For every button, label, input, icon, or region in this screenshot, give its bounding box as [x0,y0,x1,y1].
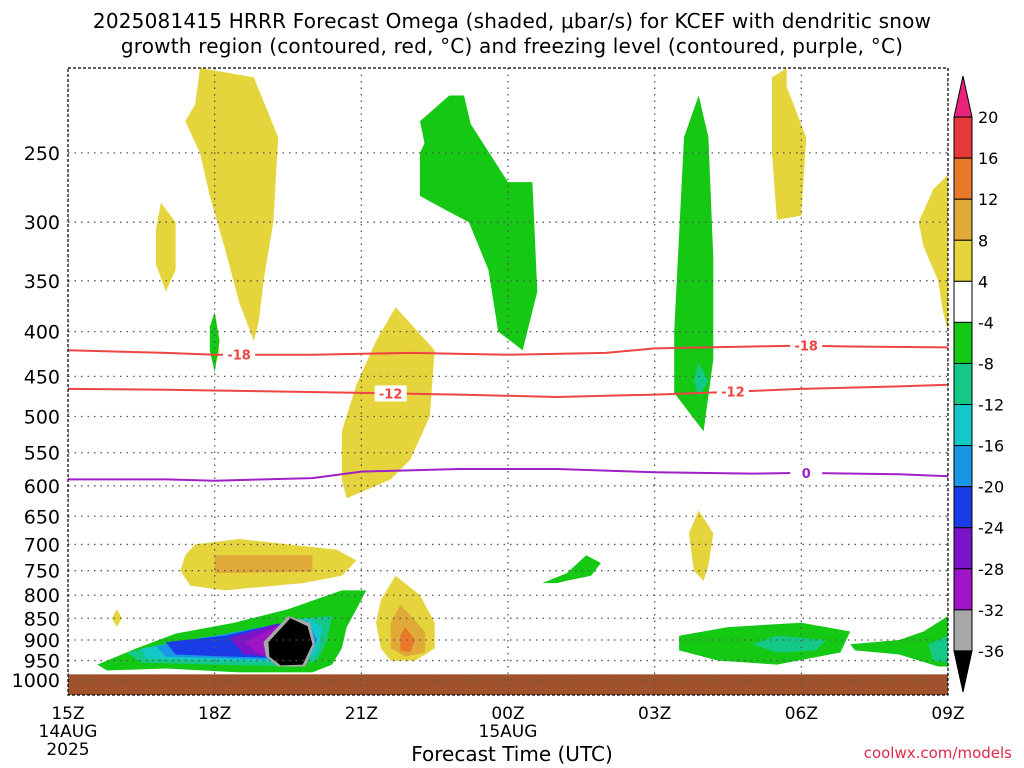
omega-region-0 [185,68,279,341]
omega-region-1 [156,202,176,292]
contour-label-0-0: -18 [227,349,251,364]
contour-label-2-0: 0 [802,467,811,482]
omega-region-11 [112,609,122,628]
colorbar-cell-14 [953,650,973,693]
y-tick-label-1: 300 [24,212,60,234]
contour-line-1 [68,383,948,399]
y-tick-label-6: 550 [24,443,60,465]
x-tick-date-0: 14AUG [39,722,98,742]
plot-area: -18 -18 -12 -12 0 [68,68,948,695]
y-tick-label-14: 950 [24,651,60,673]
colorbar-label-10: -24 [978,519,1004,538]
y-tick-label-9: 700 [24,534,60,556]
plot-frame [67,67,949,696]
colorbar-cell-10 [953,486,973,529]
omega-region-21 [850,616,948,667]
colorbar-cell-3 [953,198,973,241]
x-tick-year-0: 2025 [46,740,89,760]
chart-title-line2: growth region (contoured, red, °C) and f… [120,34,904,58]
y-tick-label-13: 900 [24,630,60,652]
x-tick-label-5: 06Z [785,704,818,724]
contour-label-bg-0-0 [223,346,256,363]
contour-label-bg-0-1 [790,337,823,354]
contour-label-bg-1-0 [374,385,407,402]
colorbar-cell-0 [953,75,973,118]
contour-label-bg-2-0 [790,464,823,481]
contour-label-1-0: -12 [379,387,403,402]
omega-region-9 [772,68,807,220]
y-tick-label-5: 500 [24,406,60,428]
x-tick-label-0: 15Z [51,704,84,724]
colorbar-label-11: -28 [978,560,1004,579]
omega-region-18 [542,555,601,584]
x-axis-label: Forecast Time (UTC) [411,742,613,766]
colorbar-cell-7 [953,362,973,406]
terrain-fill [68,674,948,695]
y-tick-label-8: 650 [24,506,60,528]
colorbar-cell-8 [953,404,973,447]
colorbar-cell-5 [953,280,973,323]
omega-region-17 [693,363,709,397]
y-tick-label-10: 750 [24,561,60,583]
colorbar-label-3: 8 [978,231,988,250]
colorbar-label-0: 20 [978,108,998,127]
x-tick-label-1: 18Z [198,704,231,724]
y-tick-label-11: 800 [24,585,60,607]
y-tick-label-2: 350 [24,271,60,293]
omega-region-2 [341,307,435,499]
y-tick-label-3: 400 [24,322,60,344]
omega-region-10 [918,175,948,368]
x-tick-label-6: 09Z [931,704,964,724]
x-tick-label-2: 21Z [345,704,378,724]
colorbar-cell-2 [953,157,973,200]
colorbar-label-5: -4 [978,313,994,332]
y-tick-label-12: 850 [24,608,60,630]
colorbar-label-6: -8 [978,354,994,373]
omega-region-14 [420,121,538,351]
colorbar-label-12: -32 [978,601,1004,620]
omega-region-22 [928,635,948,663]
x-tick-label-3: 00Z [491,704,524,724]
chart-title-line1: 2025081415 HRRR Forecast Omega (shaded, … [92,9,932,33]
y-tick-label-7: 600 [24,476,60,498]
x-tick-date-3: 15AUG [479,722,538,742]
omega-region-31 [268,618,313,666]
contour-label-bg-1-1 [716,383,749,400]
omega-region-8 [688,510,714,581]
contour-label-1-1: -12 [721,386,745,401]
colorbar-label-1: 16 [978,149,998,168]
omega-region-15 [420,95,474,153]
credit-text: coolwx.com/models [863,744,1012,762]
colorbar-cell-4 [953,239,973,282]
colorbar-label-13: -36 [978,642,1004,661]
contour-label-0-1: -18 [794,340,818,355]
colorbar-cell-13 [953,609,973,652]
omega-region-4 [214,555,313,574]
y-tick-label-0: 250 [24,143,60,165]
colorbar-label-4: 4 [978,272,988,291]
y-tick-label-4: 450 [24,366,60,388]
x-tick-label-4: 03Z [638,704,671,724]
y-tick-label-15: 1000 [12,670,60,692]
colorbar-cell-6 [953,321,973,364]
colorbar-cell-1 [953,116,973,159]
colorbar-label-9: -20 [978,478,1004,497]
colorbar: 20 16 12 8 4 -4 -8 -12 -16 -20 -24 -28 -32 -36 [953,75,1004,693]
omega-region-7 [400,627,416,653]
colorbar-cell-11 [953,527,973,570]
colorbar-cell-12 [953,568,973,611]
colorbar-label-7: -12 [978,396,1004,415]
colorbar-cell-9 [953,445,973,488]
colorbar-label-8: -16 [978,437,1004,456]
colorbar-label-2: 12 [978,190,998,209]
